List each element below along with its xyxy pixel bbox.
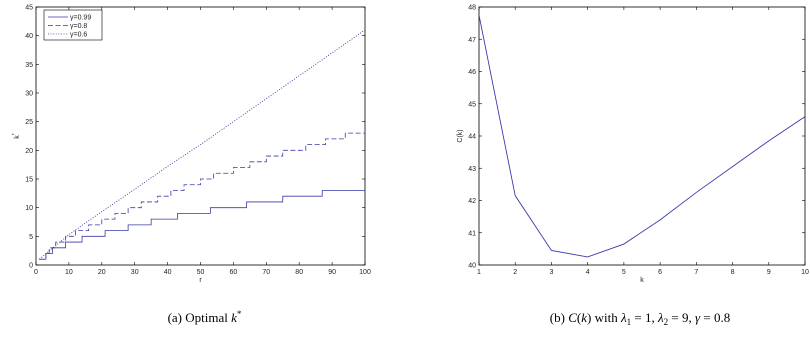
chart-a-series	[39, 29, 366, 260]
y-tick-label: 30	[25, 91, 33, 98]
y-tick-label: 45	[25, 5, 33, 12]
y-tick-label: 41	[468, 230, 476, 237]
chart-a-ticks: 0 10 20 30 40 50 60 70 80 90 100 0 5 10 15 20 25 30 35 40 45	[25, 5, 371, 277]
chart-b-x-axis-label: k	[640, 277, 644, 284]
x-tick-label: 9	[767, 269, 771, 276]
legend-label: γ=0.6	[70, 32, 87, 39]
x-tick-label: 10	[801, 269, 809, 276]
x-tick-label: 50	[197, 269, 205, 276]
y-tick-label: 5	[29, 234, 33, 241]
x-tick-label: 20	[98, 269, 106, 276]
y-tick-label: 42	[468, 198, 476, 205]
x-tick-label: 5	[622, 269, 626, 276]
x-tick-label: 8	[731, 269, 735, 276]
y-tick-label: 25	[25, 119, 33, 126]
chart-b-y-axis-label: C(k)	[457, 129, 464, 142]
y-tick-label: 47	[468, 37, 476, 44]
chart-a-legend: γ=0.99γ=0.8 γ=0.6	[43, 9, 103, 41]
chart-a-x-axis-label: r	[199, 277, 202, 284]
x-tick-label: 4	[586, 269, 590, 276]
y-tick-label: 43	[468, 166, 476, 173]
y-tick-label: 40	[25, 33, 33, 40]
y-tick-label: 45	[468, 101, 476, 108]
x-tick-label: 80	[295, 269, 303, 276]
x-tick-label: 7	[694, 269, 698, 276]
chart-a: 0 10 20 30 40 50 60 70 80 90 100 0 5 10 15 20 25 30 35 40 45…	[12, 5, 371, 326]
series-line	[478, 14, 806, 258]
series-line	[39, 132, 365, 260]
x-tick-label: 6	[658, 269, 662, 276]
chart-b-plot-frame	[478, 6, 806, 266]
x-tick-label: 30	[131, 269, 139, 276]
x-tick-label: 0	[34, 269, 38, 276]
series-line	[39, 190, 365, 260]
chart-a-y-axis-label: k*	[12, 133, 21, 139]
x-tick-label: 60	[230, 269, 238, 276]
y-tick-label: 35	[25, 62, 33, 69]
y-tick-label: 20	[25, 148, 33, 155]
chart-a-plot-frame	[35, 6, 366, 266]
x-tick-label: 3	[549, 269, 553, 276]
legend-box	[43, 9, 103, 41]
x-tick-label: 90	[328, 269, 336, 276]
x-tick-label: 2	[513, 269, 517, 276]
y-tick-label: 40	[468, 263, 476, 270]
chart-b-caption: (b) C(k) with λ1 = 1, λ2 = 9, γ = 0.8	[550, 310, 730, 327]
chart-a-caption: (a) Optimal k*	[168, 309, 242, 325]
legend-label: γ=0.99	[70, 15, 91, 22]
series-line	[39, 29, 366, 260]
y-tick-label: 44	[468, 134, 476, 141]
chart-b-series	[478, 14, 806, 258]
x-tick-label: 100	[359, 269, 371, 276]
x-tick-label: 40	[164, 269, 172, 276]
x-tick-label: 1	[477, 269, 481, 276]
x-tick-label: 10	[65, 269, 73, 276]
y-tick-label: 0	[29, 263, 33, 270]
y-tick-label: 46	[468, 69, 476, 76]
y-tick-label: 10	[25, 205, 33, 212]
y-tick-label: 48	[468, 5, 476, 12]
y-tick-label: 15	[25, 177, 33, 184]
x-tick-label: 70	[262, 269, 270, 276]
legend-label: γ=0.8	[70, 23, 87, 30]
